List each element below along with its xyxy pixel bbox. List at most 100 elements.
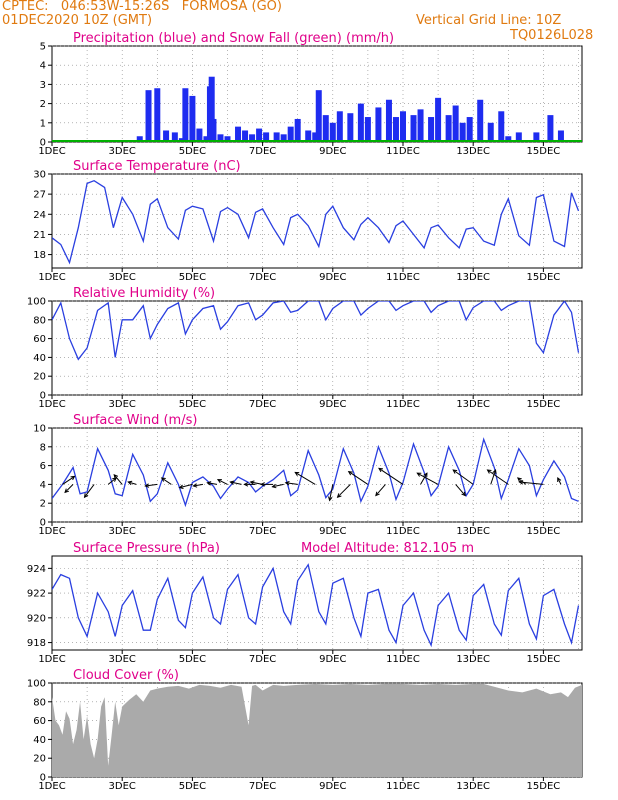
y-tick-label: 920 bbox=[27, 613, 46, 624]
precip-bar bbox=[385, 99, 392, 142]
x-tick-label: 7DEC bbox=[249, 399, 276, 410]
precip-bar bbox=[273, 132, 280, 142]
precip-bar bbox=[547, 115, 554, 142]
precip-bar bbox=[163, 130, 170, 142]
x-tick-label: 9DEC bbox=[319, 399, 346, 410]
wind-vector-head bbox=[378, 467, 384, 473]
wind-vector-head bbox=[294, 471, 300, 477]
x-tick-label: 13DEC bbox=[456, 526, 490, 537]
precip-bar bbox=[287, 126, 294, 142]
wind-vector bbox=[285, 482, 298, 485]
wind-vector bbox=[337, 484, 351, 498]
wind-vector bbox=[378, 467, 404, 485]
x-tick-label: 3DEC bbox=[109, 654, 136, 665]
y-tick-label: 21 bbox=[33, 230, 46, 241]
y-tick-label: 924 bbox=[27, 564, 46, 575]
panel-frame bbox=[51, 427, 583, 523]
wind-vector-head bbox=[178, 484, 184, 489]
wind-vector-head bbox=[557, 477, 562, 483]
x-tick-label: 5DEC bbox=[179, 781, 206, 792]
precip-bar bbox=[515, 132, 522, 142]
wind-vector bbox=[145, 483, 158, 487]
precip-bar bbox=[280, 134, 287, 142]
precip-bar bbox=[336, 111, 343, 142]
y-tick-label: 6 bbox=[40, 461, 46, 472]
x-tick-label: 15DEC bbox=[527, 272, 561, 283]
precip-bar bbox=[477, 99, 484, 142]
x-tick-label: 13DEC bbox=[456, 399, 490, 410]
panel-title: Precipitation (blue) and Snow Fall (gree… bbox=[73, 31, 394, 46]
y-tick-label: 30 bbox=[33, 170, 46, 181]
precip-bar bbox=[347, 113, 354, 142]
x-tick-label: 9DEC bbox=[319, 654, 346, 665]
wind-vector-head bbox=[486, 469, 492, 474]
precip-bar bbox=[357, 103, 364, 142]
precip-bar bbox=[410, 115, 417, 142]
y-tick-label: 60 bbox=[33, 334, 46, 345]
y-tick-label: 2 bbox=[40, 499, 46, 510]
x-tick-label: 7DEC bbox=[249, 146, 276, 157]
x-tick-label: 5DEC bbox=[179, 654, 206, 665]
precip-bar bbox=[435, 97, 442, 142]
precip-bar bbox=[217, 134, 224, 142]
wind-vector bbox=[107, 477, 117, 485]
x-tick-label: 1DEC bbox=[38, 526, 65, 537]
x-tick-label: 11DEC bbox=[386, 654, 420, 665]
wind-vector bbox=[179, 483, 193, 489]
precip-bar bbox=[399, 111, 406, 142]
x-tick-label: 13DEC bbox=[456, 146, 490, 157]
x-tick-label: 1DEC bbox=[38, 654, 65, 665]
wind-vector-head bbox=[347, 470, 353, 476]
wind-vector-head bbox=[229, 480, 235, 485]
x-tick-label: 11DEC bbox=[386, 272, 420, 283]
wind-vector-head bbox=[461, 491, 466, 497]
y-tick-label: 10 bbox=[33, 424, 46, 435]
y-tick-label: 40 bbox=[33, 353, 46, 364]
precip-bar bbox=[305, 130, 312, 142]
precip-bar bbox=[533, 132, 540, 142]
wind-vector-head bbox=[452, 469, 458, 474]
plot-area bbox=[52, 437, 579, 508]
y-tick-label: 1 bbox=[40, 118, 46, 129]
y-tick-label: 0 bbox=[40, 773, 46, 784]
precip-bar bbox=[145, 90, 152, 142]
panel-frame bbox=[51, 555, 583, 651]
precip-bar bbox=[249, 134, 256, 142]
panel-title: Cloud Cover (%) bbox=[73, 668, 179, 683]
x-tick-label: 5DEC bbox=[179, 526, 206, 537]
wind-vector bbox=[84, 484, 95, 498]
precip-bar bbox=[196, 128, 203, 142]
x-tick-label: 15DEC bbox=[527, 526, 561, 537]
series-line bbox=[52, 563, 580, 648]
y-tick-label: 60 bbox=[33, 716, 46, 727]
wind-vector bbox=[193, 483, 204, 487]
x-tick-label: 15DEC bbox=[527, 781, 561, 792]
plot-area bbox=[52, 301, 580, 361]
precip-bar bbox=[505, 136, 512, 142]
y-tick-label: 100 bbox=[27, 679, 46, 690]
y-tick-label: 24 bbox=[33, 210, 46, 221]
precip-bar bbox=[428, 117, 435, 142]
wind-vector-head bbox=[516, 477, 522, 482]
plot-area bbox=[52, 683, 582, 777]
wind-vector-head bbox=[144, 483, 150, 488]
wind-vector-head bbox=[70, 475, 76, 481]
x-tick-label: 15DEC bbox=[527, 654, 561, 665]
y-tick-label: 100 bbox=[27, 297, 46, 308]
wind-vector-head bbox=[127, 480, 133, 486]
cloud-area bbox=[52, 683, 582, 777]
panel-title: Surface Wind (m/s) bbox=[73, 413, 197, 428]
wind-vector-head bbox=[160, 477, 166, 482]
wind-vector bbox=[557, 477, 562, 485]
x-tick-label: 7DEC bbox=[249, 781, 276, 792]
wind-vector bbox=[64, 484, 74, 493]
panel-0 bbox=[48, 45, 583, 146]
header-station: CPTEC: 046:53W-15:26S FORMOSA (GO) bbox=[2, 0, 282, 14]
header-run-time: 01DEC2020 10Z (GMT) bbox=[2, 13, 153, 28]
x-tick-label: 1DEC bbox=[38, 781, 65, 792]
precip-bar bbox=[263, 132, 270, 142]
header-model-id: TQ0126L028 bbox=[510, 28, 594, 43]
panel-title: Surface Pressure (hPa) bbox=[73, 541, 220, 556]
wind-vector-head bbox=[243, 482, 249, 487]
wind-vector bbox=[519, 481, 544, 485]
